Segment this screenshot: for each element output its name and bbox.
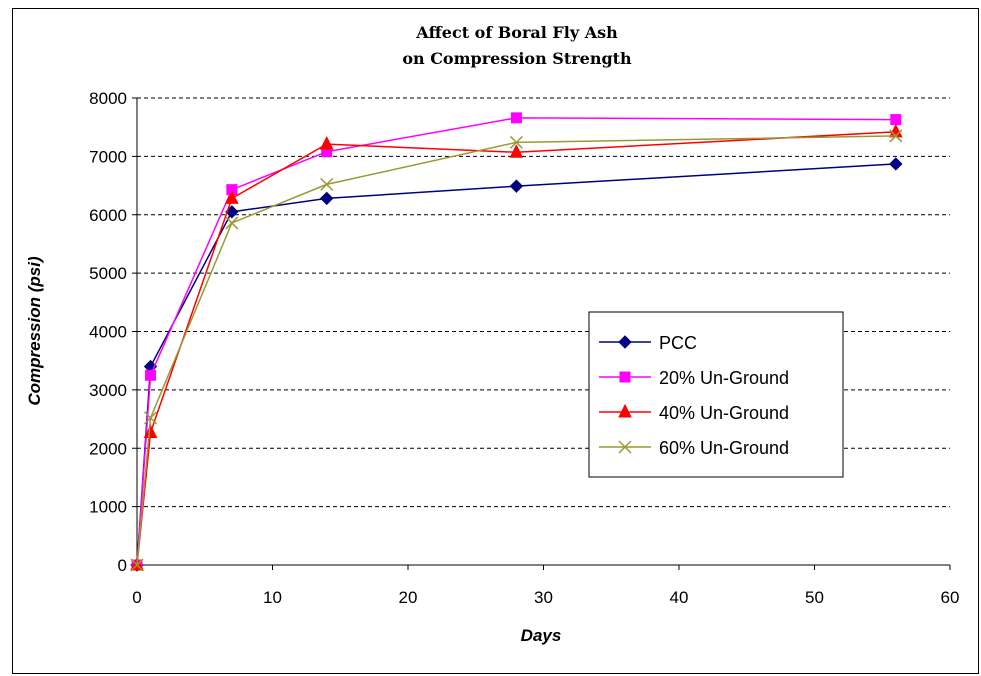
y-tick-labels: 0 1000 2000 3000 4000 5000 6000 7000 8000 [89,89,137,575]
data-point [890,114,902,126]
x-tick-label: 50 [805,588,824,607]
legend-label: 20% Un-Ground [659,368,789,388]
legend-label: PCC [659,333,697,353]
data-point [130,558,144,572]
data-point [889,129,903,143]
y-tick-label: 6000 [89,206,127,225]
data-point [225,216,239,230]
y-tick-label: 0 [118,556,127,575]
y-tick-label: 5000 [89,264,127,283]
x-tick-label: 60 [941,588,960,607]
data-point [509,135,523,149]
data-point [619,371,631,383]
data-point [143,424,158,438]
data-point [618,335,632,349]
data-point [320,177,334,191]
data-point [319,191,334,206]
legend-item: 20% Un-Ground [599,368,789,388]
legend-item: 60% Un-Ground [599,438,789,458]
data-point [618,403,632,418]
x-tick-label: 30 [534,588,553,607]
series-line [136,135,896,566]
data-point [510,112,522,124]
series-line [136,131,896,566]
x-tick-label: 10 [263,588,282,607]
legend: PCC 20% Un-Ground 40% Un-Ground 60% Un-Grou… [588,311,844,478]
x-tick-labels: 0 10 20 30 40 50 60 [132,565,959,607]
y-tick-label: 3000 [89,381,127,400]
data-point [225,190,239,204]
y-tick-label: 7000 [89,147,127,166]
x-tick-label: 0 [132,588,141,607]
data-point [889,157,903,171]
y-tick-label: 2000 [89,439,127,458]
y-tick-label: 1000 [89,498,127,517]
grid-lines [137,97,950,508]
chart-title-line2: on Compression Strength [402,49,632,68]
y-tick-label: 4000 [89,323,127,342]
data-point [319,135,334,150]
legend-label: 60% Un-Ground [659,438,789,458]
data-point [509,144,524,158]
data-point [509,179,524,193]
series-group [130,112,903,572]
y-axis-label: Compression (psi) [25,256,44,406]
data-point [144,411,158,425]
legend-item: PCC [599,333,697,353]
chart-title-line1: Affect of Boral Fly Ash [415,23,618,42]
legend-box [588,311,844,478]
x-tick-label: 20 [399,588,418,607]
data-point [145,369,157,381]
y-tick-label: 8000 [89,89,127,108]
legend-item: 40% Un-Ground [599,403,789,423]
legend-label: 40% Un-Ground [659,403,789,423]
series-3 [130,129,903,572]
data-point [618,440,632,454]
x-axis-label: Days [521,626,562,645]
x-tick-label: 40 [670,588,689,607]
